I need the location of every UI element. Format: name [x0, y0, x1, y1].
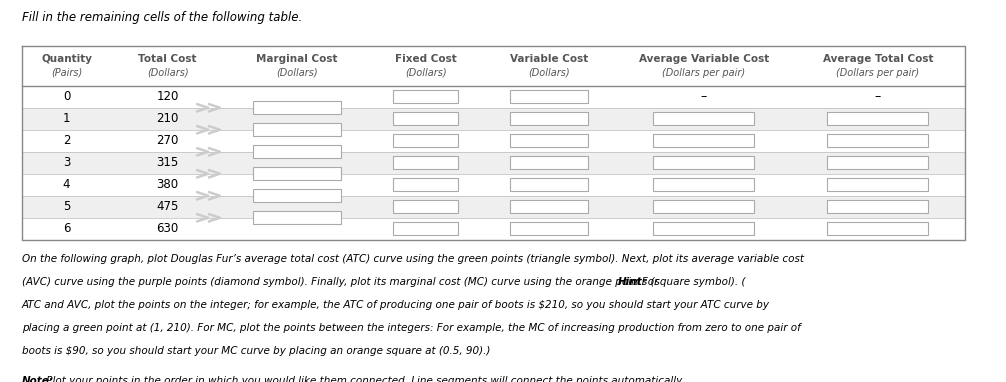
Text: (Dollars): (Dollars)	[528, 68, 570, 78]
Bar	[827, 112, 929, 125]
Text: (Dollars per pair): (Dollars per pair)	[836, 68, 919, 78]
Bar	[510, 134, 589, 147]
Text: 315: 315	[157, 156, 179, 169]
Bar	[510, 222, 589, 235]
Text: 2: 2	[62, 134, 70, 147]
Bar	[393, 222, 459, 235]
Bar	[253, 189, 341, 202]
Bar	[253, 211, 341, 224]
Bar	[393, 91, 459, 103]
Bar	[253, 123, 341, 136]
Text: –: –	[874, 90, 881, 103]
Bar	[510, 178, 589, 191]
Text: (Dollars per pair): (Dollars per pair)	[662, 68, 745, 78]
Bar	[22, 152, 965, 174]
Text: placing a green point at (1, 210). For MC, plot the points between the integers:: placing a green point at (1, 210). For M…	[22, 323, 801, 333]
Bar	[653, 178, 754, 191]
Text: (Dollars): (Dollars)	[405, 68, 447, 78]
Bar	[827, 201, 929, 213]
Text: ATC and AVC, plot the points on the integer; for example, the ATC of producing o: ATC and AVC, plot the points on the inte…	[22, 300, 770, 310]
Text: 270: 270	[157, 134, 179, 147]
Text: 0: 0	[63, 90, 70, 103]
Bar	[22, 86, 965, 108]
Bar	[393, 134, 459, 147]
Text: On the following graph, plot Douglas Fur’s average total cost (ATC) curve using : On the following graph, plot Douglas Fur…	[22, 254, 804, 264]
Text: Total Cost: Total Cost	[139, 54, 197, 64]
Bar	[22, 130, 965, 152]
Text: 120: 120	[157, 90, 179, 103]
Bar	[653, 222, 754, 235]
Bar	[653, 156, 754, 169]
Bar	[393, 112, 459, 125]
Text: (Dollars): (Dollars)	[276, 68, 318, 78]
Bar	[393, 156, 459, 169]
Text: 5: 5	[63, 200, 70, 213]
Bar	[22, 108, 965, 130]
Text: Hint: Hint	[619, 277, 643, 287]
Bar	[22, 46, 965, 86]
Bar	[510, 91, 589, 103]
Bar	[510, 156, 589, 169]
Text: 3: 3	[63, 156, 70, 169]
Text: 475: 475	[157, 200, 179, 213]
Bar	[827, 134, 929, 147]
Bar	[253, 101, 341, 114]
Text: boots is $90, so you should start your MC curve by placing an orange square at (: boots is $90, so you should start your M…	[22, 346, 490, 356]
Text: 4: 4	[62, 178, 70, 191]
Bar	[253, 146, 341, 158]
Text: Plot your points in the order in which you would like them connected. Line segme: Plot your points in the order in which y…	[43, 376, 685, 382]
Text: Fixed Cost: Fixed Cost	[395, 54, 457, 64]
Bar	[653, 134, 754, 147]
Bar	[510, 201, 589, 213]
Bar	[827, 222, 929, 235]
Text: –: –	[700, 90, 707, 103]
Bar	[827, 178, 929, 191]
Bar	[22, 174, 965, 196]
Bar	[253, 167, 341, 180]
Bar	[22, 196, 965, 218]
Bar	[653, 112, 754, 125]
Text: Fill in the remaining cells of the following table.: Fill in the remaining cells of the follo…	[22, 11, 302, 24]
Text: Average Total Cost: Average Total Cost	[823, 54, 933, 64]
Text: (Dollars): (Dollars)	[147, 68, 188, 78]
Text: : For: : For	[636, 277, 659, 287]
Text: Note:: Note:	[22, 376, 53, 382]
Bar	[393, 178, 459, 191]
Text: 210: 210	[157, 112, 179, 125]
Text: 6: 6	[62, 222, 70, 235]
Bar	[510, 112, 589, 125]
Text: Quantity: Quantity	[41, 54, 93, 64]
Text: (Pairs): (Pairs)	[51, 68, 82, 78]
Text: Average Variable Cost: Average Variable Cost	[639, 54, 769, 64]
Text: Variable Cost: Variable Cost	[510, 54, 589, 64]
Text: 630: 630	[157, 222, 179, 235]
Bar	[393, 201, 459, 213]
Bar	[22, 218, 965, 240]
Text: 380: 380	[157, 178, 179, 191]
Text: (AVC) curve using the purple points (diamond symbol). Finally, plot its marginal: (AVC) curve using the purple points (dia…	[22, 277, 745, 287]
Bar	[827, 156, 929, 169]
Text: 1: 1	[62, 112, 70, 125]
Text: Marginal Cost: Marginal Cost	[256, 54, 338, 64]
Bar	[653, 201, 754, 213]
